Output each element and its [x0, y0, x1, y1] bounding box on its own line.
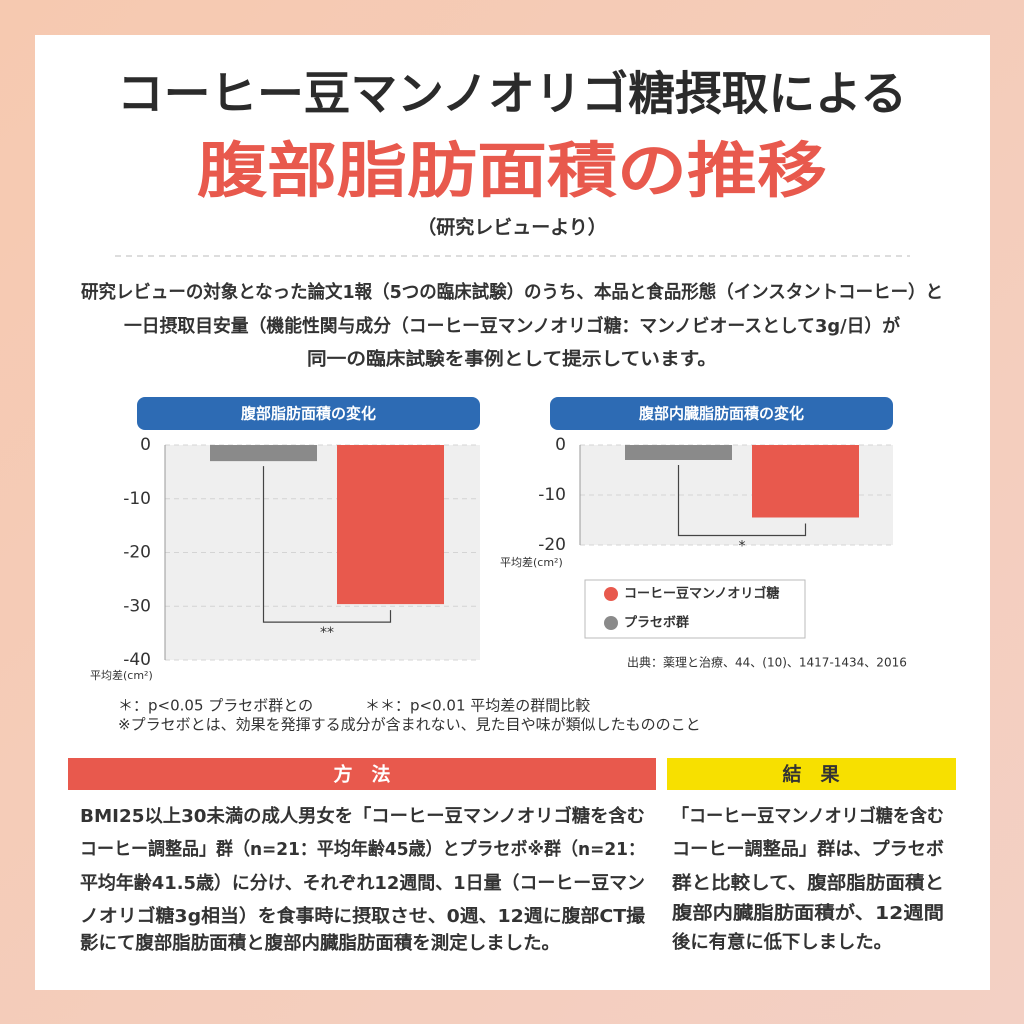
note: ＊：p<0.05 プラセボ群との [118, 697, 313, 715]
result-line: コーヒー調整品」群は、プラセボ [672, 838, 944, 860]
y-tick-label: -30 [123, 596, 151, 616]
method-line: BMI25以上30未満の成人男女を「コーヒー豆マンノオリゴ糖を含む [80, 805, 645, 827]
note: ※プラセボとは、効果を発揮する成分が含まれない、見た目や味が類似したもののこと [118, 716, 701, 734]
result-line: 腹部内臓脂肪面積が、12週間 [672, 902, 944, 924]
y-tick-label: 0 [555, 435, 566, 455]
chart-title: 腹部脂肪面積の変化 [241, 405, 376, 423]
bar [752, 445, 859, 518]
y-axis-label: 平均差(cm²) [500, 555, 563, 569]
source: （研究レビューより） [417, 216, 607, 239]
result-line: 「コーヒー豆マンノオリゴ糖を含む [672, 805, 944, 827]
legend-label: プラセボ群 [624, 615, 689, 631]
y-tick-label: -20 [538, 535, 566, 555]
y-tick-label: -20 [123, 543, 151, 563]
bar [210, 445, 317, 462]
method-line: コーヒー調整品」群（n=21：平均年齢45歳）とプラセボ※群（n=21： [80, 838, 645, 860]
title: コーヒー豆マンノオリゴ糖摂取による [117, 67, 907, 121]
method-heading: 方 法 [333, 763, 390, 786]
result-line: 群と比較して、腹部脂肪面積と [672, 872, 944, 894]
intro-line: 同一の臨床試験を事例として提示しています。 [307, 348, 717, 370]
intro-line: 研究レビューの対象となった論文1報（5つの臨床試験）のうち、本品と食品形態（イン… [81, 281, 943, 303]
bar [337, 445, 444, 605]
legend-box [584, 579, 806, 639]
method-line: 平均年齢41.5歳）に分け、それぞれ12週間、1日量（コーヒー豆マン [80, 872, 645, 894]
y-tick-label: -40 [123, 650, 151, 670]
result-line: 後に有意に低下しました。 [672, 931, 892, 953]
result-header [667, 758, 956, 790]
citation: 出典：薬理と治療、44、(10)、1417-1434、2016 [627, 656, 907, 670]
significance-bracket [262, 466, 392, 623]
significance-label: ** [320, 625, 334, 641]
body-text: BMI25以上30未満の成人男女を「コーヒー豆マンノオリゴ糖を含むコーヒー調整品… [80, 805, 944, 954]
result-heading: 結 果 [782, 763, 839, 786]
legend-label: コーヒー豆マンノオリゴ糖 [624, 586, 779, 602]
method-line: 影にて腹部脂肪面積と腹部内臓脂肪面積を測定しました。 [80, 932, 560, 954]
method-line: ノオリゴ糖3g相当）を食事時に摂取させ、0週、12週に腹部CT撮 [80, 905, 646, 927]
legend-marker [604, 616, 618, 630]
y-axis-label: 平均差(cm²) [90, 668, 153, 682]
note: ＊＊：p<0.01 平均差の群間比較 [365, 697, 590, 715]
chart-header [550, 397, 893, 430]
method-header [68, 758, 656, 790]
legend-marker [604, 587, 618, 601]
intro-line: 一日摂取目安量（機能性関与成分（コーヒー豆マンノオリゴ糖：マンノビオースとして3… [124, 315, 900, 337]
significance-bracket [677, 465, 807, 537]
y-tick-label: -10 [538, 485, 566, 505]
subtitle: 腹部脂肪面積の推移 [197, 137, 827, 207]
significance-label: * [739, 539, 746, 555]
chart-title: 腹部内臓脂肪面積の変化 [639, 405, 804, 423]
y-tick-label: -10 [123, 489, 151, 509]
bar [625, 445, 732, 460]
y-tick-label: 0 [140, 435, 151, 455]
chart-header [137, 397, 480, 430]
